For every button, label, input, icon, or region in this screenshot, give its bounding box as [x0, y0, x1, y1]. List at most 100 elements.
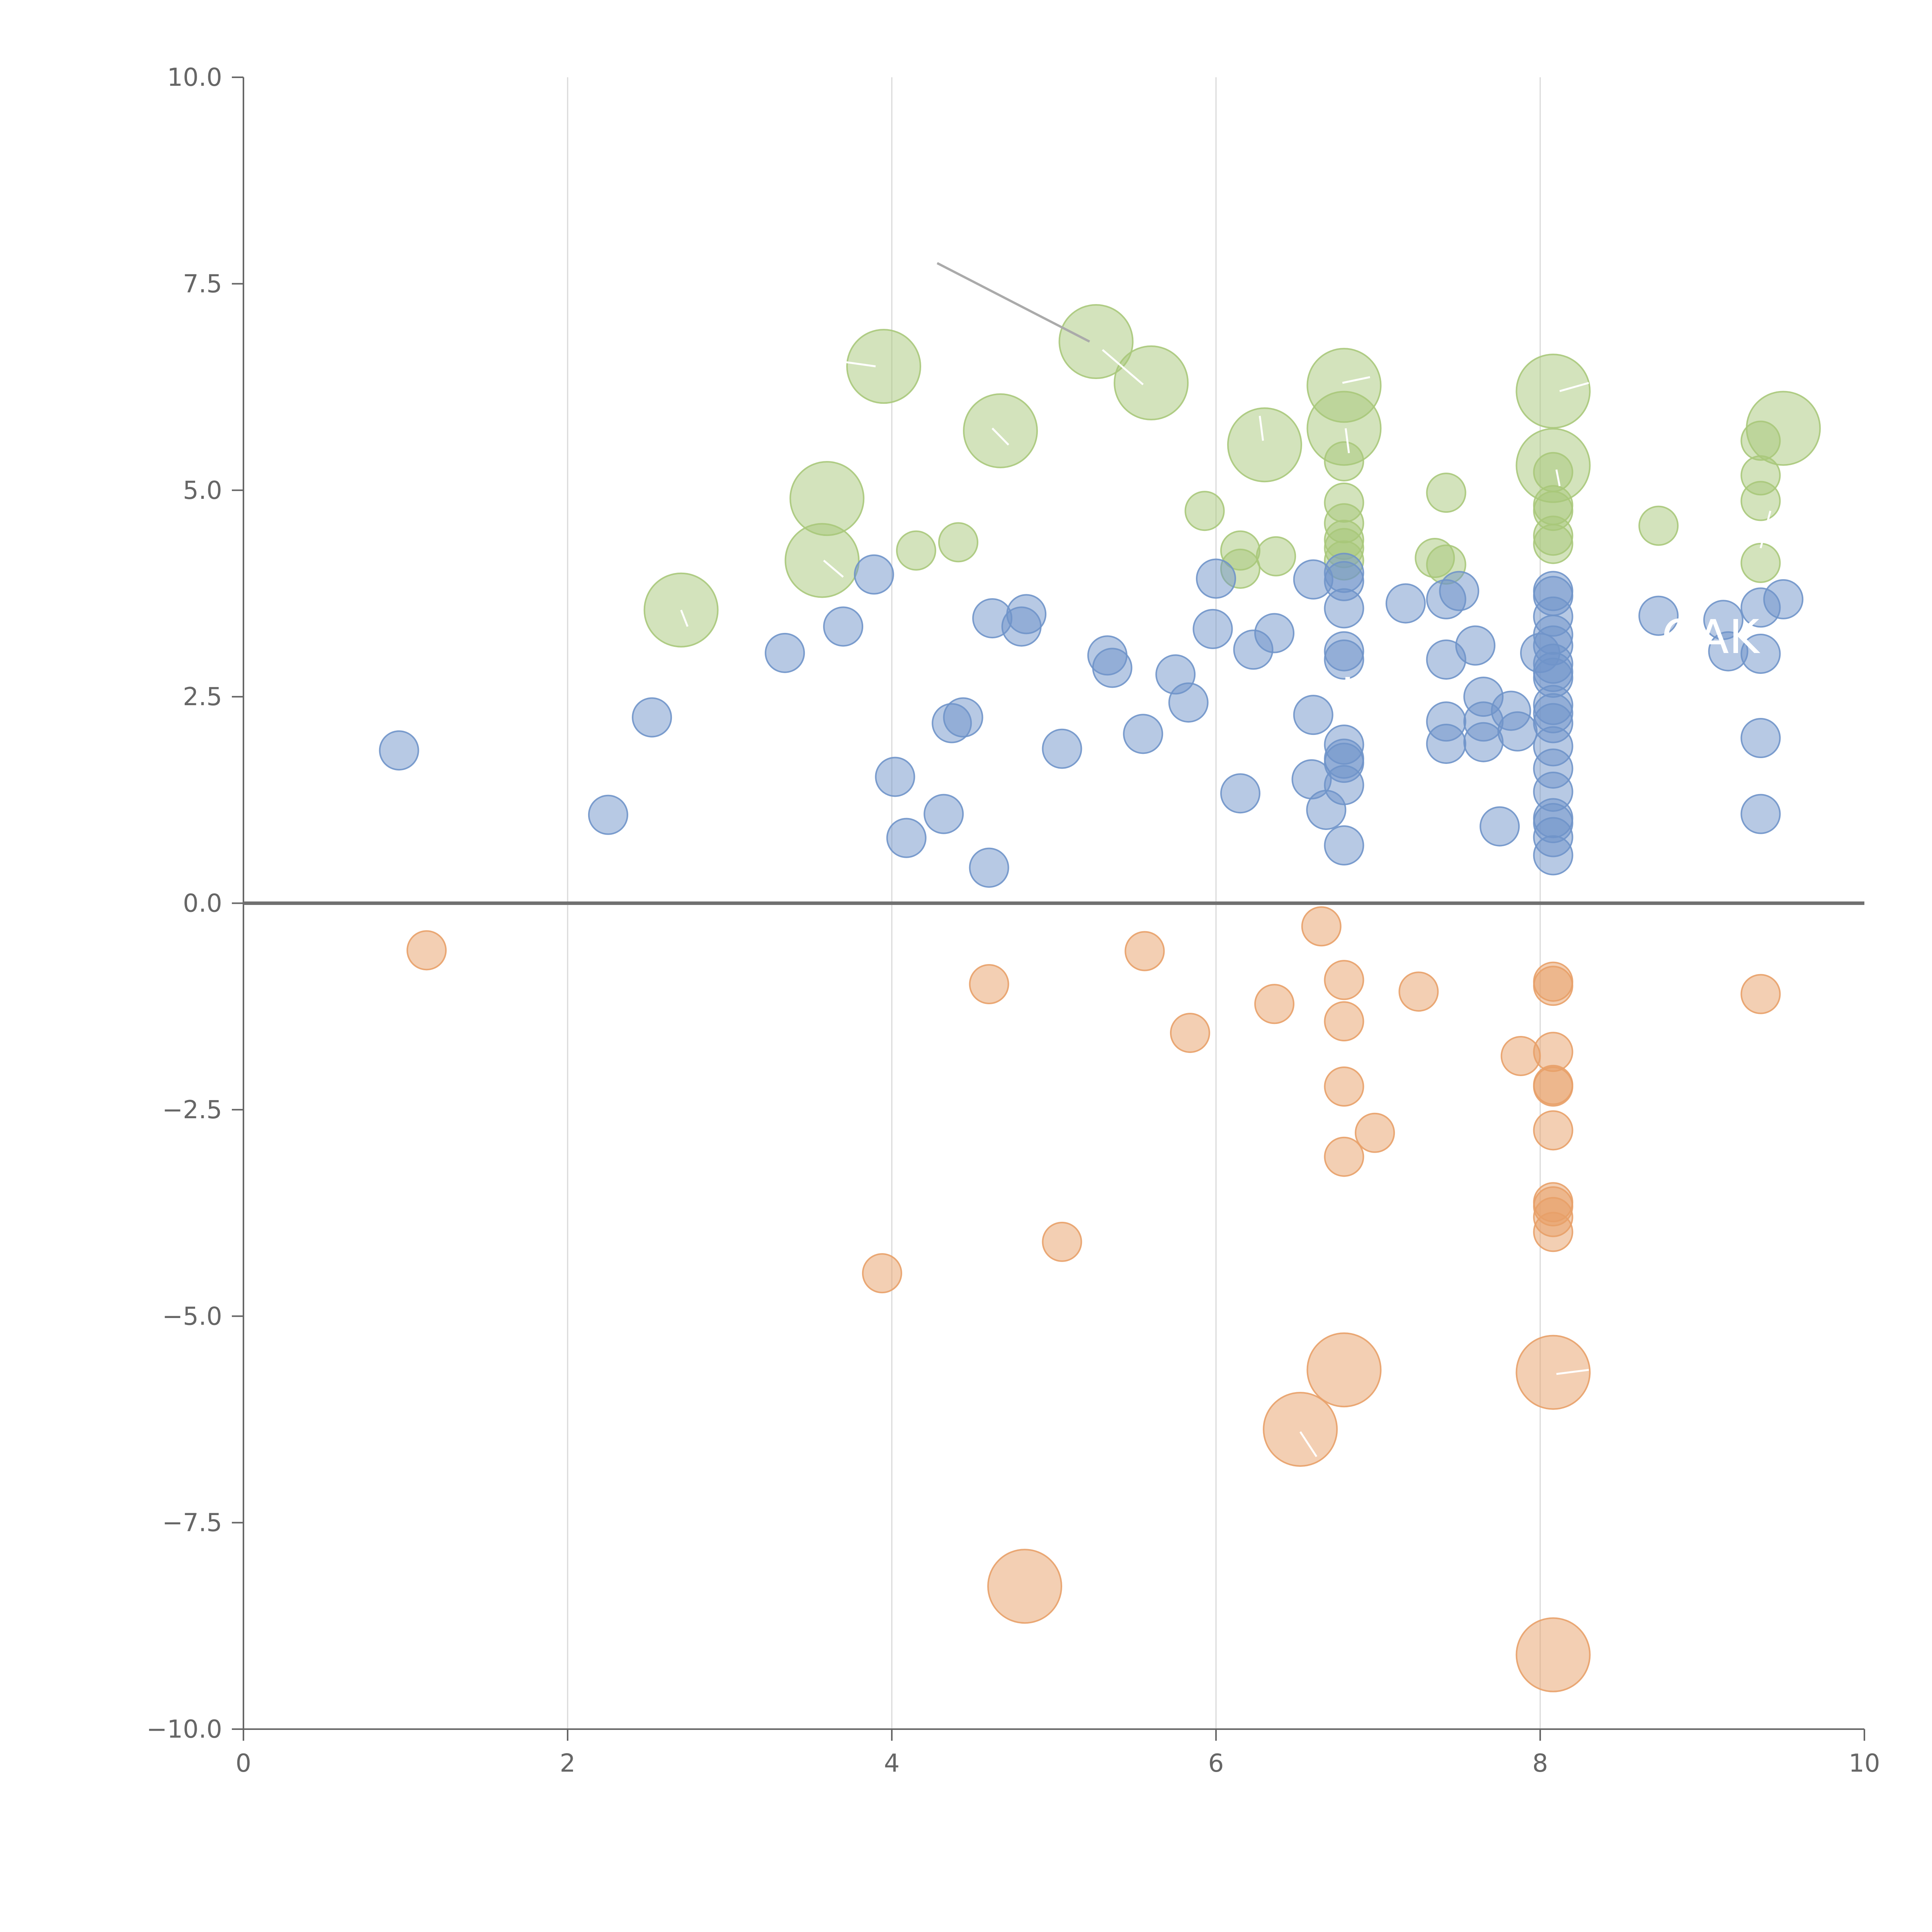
x-tick-label: 6: [1208, 1749, 1224, 1778]
data-point-blue: [1324, 639, 1364, 680]
data-point-blue: [1740, 794, 1781, 834]
data-point-orange: [406, 930, 447, 971]
data-point-orange: [1263, 1392, 1338, 1467]
data-point-orange: [1254, 984, 1295, 1024]
data-point-blue: [943, 697, 983, 738]
data-point-blue: [632, 697, 672, 738]
y-tick-label: −7.5: [162, 1509, 222, 1537]
data-point-blue: [1480, 806, 1520, 847]
data-point-orange: [1740, 974, 1781, 1014]
data-point-blue: [765, 633, 805, 673]
data-point-orange: [1324, 960, 1364, 1000]
data-point-blue: [588, 794, 628, 835]
data-point-blue: [379, 730, 419, 771]
annotation-connector: [1559, 382, 1589, 392]
data-point-green: [1426, 473, 1466, 513]
data-point-green: [846, 329, 922, 404]
data-point-orange: [987, 1549, 1062, 1624]
data-point-green: [1324, 441, 1364, 481]
data-point-blue: [1192, 609, 1233, 649]
data-point-orange: [1301, 906, 1342, 947]
annotation-connector: [1760, 510, 1772, 549]
data-point-orange: [1515, 1617, 1591, 1692]
data-point-blue: [1740, 633, 1781, 674]
data-point-blue: [1092, 648, 1133, 688]
data-point-orange: [1533, 966, 1573, 1006]
data-point-blue: [1324, 765, 1364, 805]
y-tick-label: 10.0: [167, 63, 223, 92]
annotation-label-oak: OAK: [1662, 611, 1760, 664]
data-point-orange: [1398, 971, 1439, 1012]
data-point-blue: [1426, 723, 1466, 764]
data-point-blue: [969, 847, 1009, 888]
data-point-green: [1740, 543, 1781, 583]
data-point-blue: [886, 818, 927, 858]
data-point-blue: [1168, 682, 1209, 723]
annotation-connector: [1555, 469, 1561, 486]
annotation-label-k: K: [1341, 668, 1372, 722]
data-point-orange: [1355, 1112, 1395, 1153]
data-point-blue: [875, 757, 915, 797]
data-point-blue: [854, 554, 894, 595]
annotation-connector: [937, 262, 1090, 343]
data-point-orange: [1042, 1221, 1082, 1262]
data-point-green: [938, 522, 978, 563]
x-tick-label: 10: [1849, 1749, 1880, 1778]
data-point-blue: [1638, 595, 1679, 636]
annotation-connector: [1342, 376, 1371, 384]
data-point-green: [1184, 491, 1225, 531]
data-point-orange: [1306, 1332, 1382, 1408]
annotations: OAK K: [1341, 611, 1760, 722]
data-point-blue: [1006, 594, 1047, 634]
data-point-orange: [1533, 1110, 1573, 1151]
y-tick-label: −5.0: [162, 1302, 222, 1331]
data-point-orange: [1170, 1013, 1210, 1053]
data-point-orange: [1515, 1335, 1591, 1410]
annotation-connector: [1345, 428, 1350, 453]
data-point-blue: [1196, 558, 1236, 599]
annotation-connector: [992, 427, 1009, 446]
data-point-blue: [1042, 728, 1082, 769]
data-point-green: [896, 530, 936, 571]
data-point-blue: [1324, 825, 1364, 866]
annotation-connector: [1259, 416, 1264, 441]
data-point-orange: [969, 964, 1009, 1004]
data-point-blue: [1455, 625, 1496, 666]
data-point-orange: [1324, 1066, 1364, 1107]
data-point-green: [1515, 354, 1591, 429]
x-tick-label: 4: [884, 1749, 900, 1778]
data-point-blue: [1740, 718, 1781, 758]
data-point-orange: [1124, 931, 1165, 971]
y-tick-label: −10.0: [146, 1715, 222, 1744]
data-point-blue: [1497, 711, 1538, 752]
annotation-connector: [1102, 349, 1144, 386]
data-point-blue: [1123, 714, 1163, 754]
data-point-green: [1533, 524, 1573, 564]
data-point-blue: [823, 606, 864, 647]
data-points: [379, 304, 1821, 1692]
data-point-green: [1740, 481, 1781, 521]
y-tick-label: 0.0: [183, 889, 222, 918]
data-point-orange: [1324, 1136, 1364, 1177]
data-point-blue: [1533, 835, 1573, 876]
data-point-blue: [1324, 588, 1364, 629]
annotation-connector: [680, 609, 689, 627]
data-point-blue: [923, 794, 964, 834]
annotation-connector: [1556, 1369, 1589, 1375]
data-point-orange: [1533, 1066, 1573, 1107]
data-point-blue: [1385, 583, 1426, 624]
y-tick-label: 2.5: [183, 683, 222, 711]
axis-ticks: 0 2 4 6 8 10 10.0 7.5 5.0 2.5 0.0 −2.5 −5.0 −7.5 −10.0: [146, 63, 1880, 1778]
data-point-green: [1227, 407, 1302, 483]
annotation-connectors: [680, 262, 1772, 1457]
data-point-orange: [1533, 1212, 1573, 1252]
data-point-green: [1256, 536, 1296, 577]
data-point-green: [1638, 505, 1679, 546]
data-point-green: [1114, 345, 1189, 420]
annotation-connector: [823, 560, 844, 578]
data-point-orange: [862, 1253, 902, 1294]
data-point-orange: [1324, 1001, 1364, 1042]
y-tick-label: −2.5: [162, 1096, 222, 1124]
data-point-green: [784, 523, 860, 598]
